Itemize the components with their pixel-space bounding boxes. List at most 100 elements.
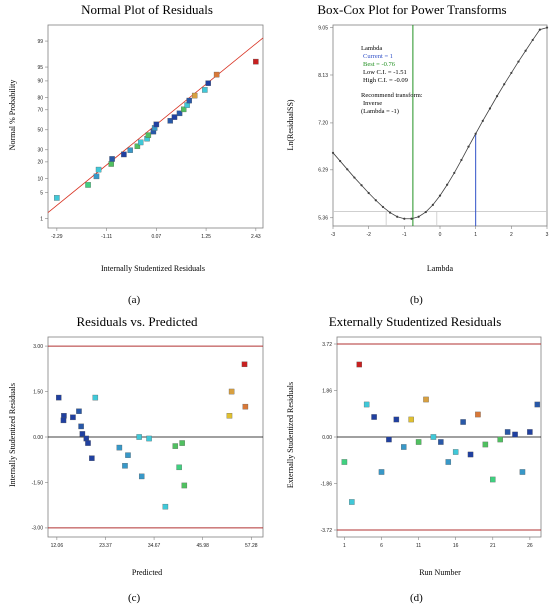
chart-title: Box-Cox Plot for Power Transforms bbox=[317, 2, 506, 17]
curve-point bbox=[467, 145, 470, 148]
curve-point bbox=[374, 199, 377, 202]
data-point bbox=[423, 396, 429, 403]
data-point bbox=[85, 182, 91, 188]
data-point bbox=[415, 439, 422, 445]
y-axis-label: Ln(ResidualSS) bbox=[286, 99, 295, 150]
anno-line: Best = -0.76 bbox=[363, 61, 396, 68]
data-point bbox=[172, 443, 179, 449]
data-point bbox=[527, 429, 533, 435]
data-point bbox=[138, 473, 145, 480]
anno-line: Inverse bbox=[363, 100, 382, 107]
data-point bbox=[54, 195, 60, 201]
data-point bbox=[519, 469, 526, 475]
y-tick-label: -1.86 bbox=[321, 481, 333, 487]
data-point bbox=[504, 429, 511, 435]
x-tick-label: 16 bbox=[453, 543, 459, 549]
data-point bbox=[56, 394, 62, 401]
curve-point bbox=[381, 205, 385, 209]
curve-point bbox=[410, 217, 413, 220]
plot-frame bbox=[47, 24, 264, 229]
x-tick-label: 0.07 bbox=[151, 234, 161, 240]
caption-a: (a) bbox=[128, 294, 141, 306]
data-point bbox=[512, 431, 518, 438]
y-tick-label: 20 bbox=[37, 160, 43, 166]
data-point bbox=[136, 434, 142, 440]
chart-title: Normal Plot of Residuals bbox=[81, 2, 213, 17]
data-point bbox=[475, 411, 481, 418]
x-axis-label: Run Number bbox=[419, 568, 461, 577]
curve-point bbox=[524, 49, 527, 52]
curve-point bbox=[424, 210, 427, 214]
data-point bbox=[122, 463, 128, 469]
x-tick-label: 45.98 bbox=[196, 543, 209, 549]
curve-point bbox=[481, 119, 484, 122]
normal-plot-chart: Normal Plot of Residuals Normal % Probab… bbox=[8, 2, 264, 273]
data-point bbox=[137, 139, 144, 146]
curve-point bbox=[403, 217, 406, 220]
curve-point bbox=[545, 26, 549, 29]
curve-point bbox=[510, 71, 513, 75]
data-point bbox=[180, 106, 187, 113]
data-point bbox=[78, 423, 84, 430]
data-point bbox=[467, 451, 474, 458]
anno-line: (Lambda = -1) bbox=[361, 108, 399, 115]
x-tick-label: 1 bbox=[474, 232, 477, 238]
x-tick-label: 11 bbox=[416, 543, 421, 549]
data-point bbox=[153, 121, 160, 128]
data-point bbox=[70, 414, 76, 421]
data-point bbox=[242, 403, 249, 410]
curve-point bbox=[431, 203, 434, 206]
curve-point bbox=[538, 28, 541, 31]
curve-point bbox=[474, 132, 477, 135]
y-tick-label: 95 bbox=[37, 65, 43, 71]
data-point bbox=[145, 132, 152, 138]
curve-point bbox=[360, 184, 363, 187]
boxcox-chart: Box-Cox Plot for Power Transforms Ln(Res… bbox=[286, 2, 549, 273]
y-tick-label: 7.20 bbox=[318, 121, 328, 127]
y-tick-label: 1.86 bbox=[322, 388, 332, 394]
data-point bbox=[60, 417, 67, 424]
data-point bbox=[146, 435, 152, 442]
data-point bbox=[386, 436, 392, 443]
x-tick-label: 2 bbox=[510, 232, 513, 238]
y-tick-label: 5 bbox=[40, 190, 43, 196]
data-point bbox=[162, 503, 169, 510]
data-point bbox=[430, 434, 437, 440]
data-point bbox=[93, 173, 100, 180]
anno-line: Lambda bbox=[361, 45, 382, 52]
curve-point bbox=[367, 191, 370, 195]
data-point bbox=[179, 440, 185, 446]
y-axis-label: Normal % Probability bbox=[8, 80, 17, 151]
data-point bbox=[534, 401, 541, 408]
data-point bbox=[356, 361, 363, 368]
data-point bbox=[205, 80, 211, 86]
x-tick-label: 1 bbox=[343, 543, 346, 549]
y-tick-label: 1.50 bbox=[33, 389, 43, 395]
curve-point bbox=[453, 171, 456, 175]
y-tick-label: 9.05 bbox=[318, 25, 328, 31]
data-point bbox=[393, 416, 400, 423]
data-point bbox=[228, 388, 235, 395]
y-tick-label: 8.13 bbox=[318, 73, 328, 79]
data-point bbox=[460, 419, 466, 425]
y-axis-label: Externally Studentized Residuals bbox=[286, 382, 295, 488]
data-point bbox=[191, 92, 198, 99]
data-point bbox=[181, 482, 188, 489]
data-point bbox=[226, 413, 233, 419]
anno-line: Current = 1 bbox=[363, 53, 393, 60]
y-tick-label: 50 bbox=[37, 128, 43, 134]
curve-point bbox=[531, 38, 534, 42]
curve-point bbox=[488, 107, 492, 110]
anno-line: Low C.I. = -1.51 bbox=[363, 69, 407, 76]
y-tick-label: 1 bbox=[40, 216, 43, 222]
data-point bbox=[490, 476, 496, 483]
y-tick-label: 10 bbox=[37, 176, 43, 182]
data-point bbox=[371, 414, 377, 420]
curve-point bbox=[353, 176, 356, 179]
curve-point bbox=[517, 60, 520, 63]
data-point bbox=[95, 166, 102, 173]
y-tick-label: 3.72 bbox=[322, 342, 332, 348]
curve-point bbox=[460, 158, 463, 162]
x-tick-label: 57.28 bbox=[245, 543, 258, 549]
x-tick-label: 3 bbox=[546, 232, 549, 238]
